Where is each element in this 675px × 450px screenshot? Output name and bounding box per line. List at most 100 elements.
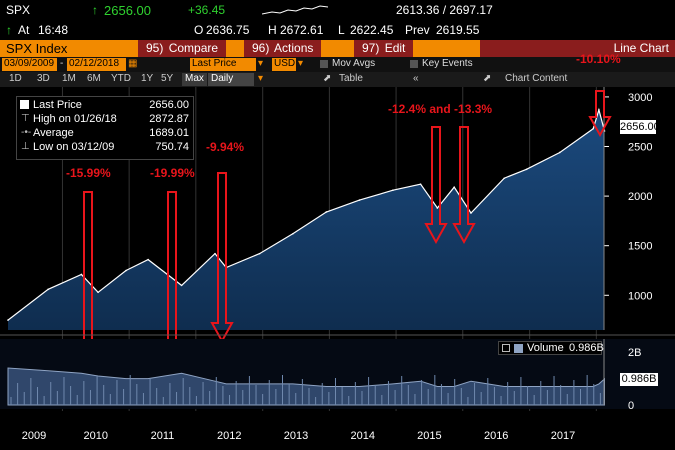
- edit-button[interactable]: 97) Edit: [354, 40, 414, 57]
- chevron-down-icon[interactable]: ▾: [298, 58, 304, 69]
- volume-swatch: [514, 344, 523, 353]
- legend-label: Last Price: [33, 99, 82, 111]
- open-label: O: [194, 23, 204, 37]
- down-arrow-icon: [452, 126, 476, 245]
- price-tick-label: 1000: [628, 290, 652, 302]
- compare-button[interactable]: 95) Compare: [138, 40, 227, 57]
- volume-label: Volume: [527, 342, 564, 354]
- quote-bar: SPX ↑ 2656.00 +36.45 2613.36 / 2697.17: [0, 0, 675, 20]
- drawdown-annotation: -15.99%: [66, 166, 111, 180]
- price-point: [125, 269, 127, 272]
- period-button[interactable]: 1D: [9, 73, 22, 84]
- price-line: [7, 107, 606, 321]
- low-marker-icon: ⊥: [21, 141, 30, 152]
- table-button[interactable]: Table: [339, 73, 363, 84]
- end-date-field[interactable]: 02/12/2018: [67, 58, 126, 71]
- at-label: At: [18, 23, 30, 37]
- checkbox-icon[interactable]: [502, 344, 510, 352]
- mov-avgs-checkbox[interactable]: [320, 60, 328, 68]
- price-point: [525, 168, 528, 171]
- period-button[interactable]: 1Y: [141, 73, 154, 84]
- legend-value: 2872.87: [149, 113, 189, 125]
- period-button[interactable]: 5Y: [161, 73, 174, 84]
- legend-label: Average: [33, 127, 74, 139]
- legend-value: 750.74: [155, 141, 189, 153]
- compare-label: Compare: [168, 41, 219, 55]
- low-label: L: [338, 23, 345, 37]
- x-tick-label: 2012: [217, 430, 241, 442]
- chevron-down-icon[interactable]: ▾: [258, 73, 264, 84]
- legend-row-last: Last Price 2656.00: [17, 99, 195, 113]
- x-tick-label: 2014: [350, 430, 374, 442]
- quote-time: 16:48: [38, 23, 69, 37]
- day-range: 2613.36 / 2697.17: [396, 3, 493, 17]
- edit-label: Edit: [384, 41, 406, 55]
- chart-type-label: Line Chart: [480, 40, 675, 57]
- period-button[interactable]: 6M: [87, 73, 101, 84]
- price-point: [97, 291, 99, 294]
- period-button[interactable]: 3D: [37, 73, 50, 84]
- x-tick-label: 2013: [284, 430, 308, 442]
- up-arrow-icon: ↑: [92, 3, 98, 17]
- currency-select[interactable]: USD: [272, 58, 296, 71]
- start-date-field[interactable]: 03/09/2009: [2, 58, 57, 71]
- average-marker-icon: -•-: [21, 127, 32, 138]
- price-point: [7, 319, 9, 321]
- price-point: [292, 232, 294, 235]
- price-tick-label: 3000: [628, 92, 652, 104]
- price-point: [147, 258, 149, 261]
- chart-legend: Last Price 2656.00 ⊤ High on 01/26/18 28…: [16, 96, 194, 160]
- price-point: [325, 211, 328, 213]
- frequency-select[interactable]: Daily: [208, 73, 254, 86]
- price-point: [180, 284, 183, 287]
- key-events-checkbox[interactable]: [410, 60, 418, 68]
- volume-value: 0.986B: [569, 342, 604, 354]
- price-tick-label: 2500: [628, 142, 652, 154]
- price-point: [453, 186, 455, 188]
- chart-settings-bar: 03/09/2009 - 02/12/2018 ▦ Last Price ▾ U…: [0, 57, 675, 72]
- volume-tag: 0.986B: [620, 373, 658, 386]
- down-arrow-icon: [424, 126, 448, 245]
- chart-content-icon[interactable]: ⬈: [483, 73, 492, 84]
- prev-label: Prev: [405, 23, 430, 37]
- up-arrow-icon: ↑: [6, 23, 12, 37]
- legend-label: High on 01/26/18: [33, 113, 117, 125]
- price-point: [258, 252, 261, 255]
- high-label: H: [268, 23, 277, 37]
- field-select[interactable]: Last Price: [190, 58, 256, 71]
- period-button[interactable]: YTD: [111, 73, 131, 84]
- open-value: 2636.75: [206, 23, 250, 37]
- price-point: [214, 252, 216, 255]
- drawdown-annotation: -9.94%: [206, 140, 245, 154]
- sparkline-line: [262, 5, 329, 15]
- collapse-icon[interactable]: «: [413, 73, 419, 84]
- chart-content-button[interactable]: Chart Content: [505, 73, 568, 84]
- chart-line-icon[interactable]: ⬈: [323, 73, 332, 84]
- price-point: [470, 212, 472, 214]
- period-button-max[interactable]: Max: [182, 73, 207, 86]
- square-icon: [20, 100, 29, 109]
- price-point: [80, 273, 83, 276]
- drawdown-annotation: -19.99%: [150, 166, 195, 180]
- volume-tick-label: 2B: [628, 347, 641, 359]
- price-point: [436, 207, 439, 209]
- price-point: [47, 288, 49, 291]
- price-point: [419, 183, 422, 185]
- x-tick-label: 2010: [84, 430, 108, 442]
- period-button[interactable]: 1M: [62, 73, 76, 84]
- x-tick-label: 2011: [151, 430, 175, 442]
- chevron-down-icon[interactable]: ▾: [258, 58, 264, 69]
- volume-legend: Volume 0.986B: [498, 341, 604, 355]
- sparkline: [262, 5, 329, 15]
- drawdown-annotation: -12.4% and -13.3%: [388, 102, 493, 116]
- price-point: [503, 177, 506, 180]
- period-bar: 1D 3D 1M 6M YTD 1Y 5Y Max Daily ▾ ⬈ Tabl…: [0, 72, 675, 87]
- actions-button[interactable]: 96) Actions: [244, 40, 322, 57]
- security-name[interactable]: SPX Index: [6, 41, 68, 56]
- prev-value: 2619.55: [436, 23, 480, 37]
- legend-row-high: ⊤ High on 01/26/18 2872.87: [17, 113, 195, 127]
- ticker-label: SPX: [6, 3, 31, 17]
- price-tick-label: 2000: [628, 191, 652, 203]
- mov-avgs-label: Mov Avgs: [332, 58, 376, 69]
- calendar-icon[interactable]: ▦: [128, 58, 138, 69]
